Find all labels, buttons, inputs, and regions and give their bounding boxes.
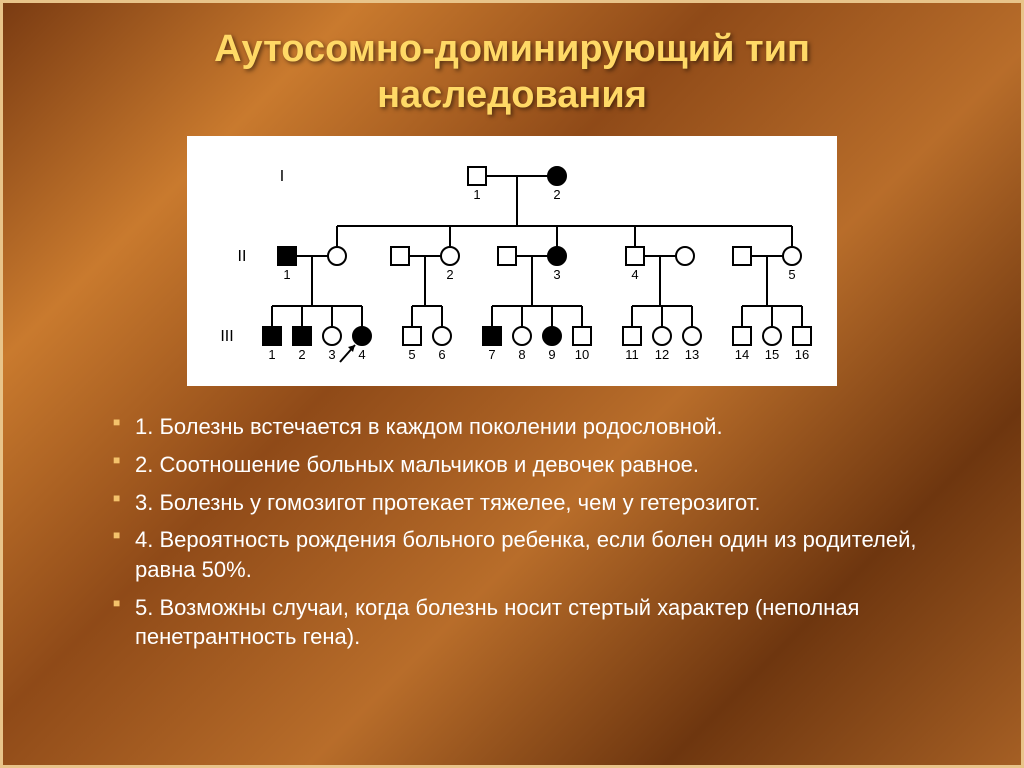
svg-text:2: 2 xyxy=(446,267,453,282)
svg-text:6: 6 xyxy=(438,347,445,362)
svg-text:4: 4 xyxy=(631,267,638,282)
bullet-item: 3. Болезнь у гомозигот протекает тяжелее… xyxy=(113,488,961,518)
bullet-item: 2. Соотношение больных мальчиков и девоч… xyxy=(113,450,961,480)
svg-text:15: 15 xyxy=(765,347,779,362)
bullet-item: 4. Вероятность рождения больного ребенка… xyxy=(113,525,961,584)
bullet-item: 5. Возможны случаи, когда болезнь носит … xyxy=(113,593,961,652)
svg-text:8: 8 xyxy=(518,347,525,362)
svg-text:7: 7 xyxy=(488,347,495,362)
svg-text:3: 3 xyxy=(553,267,560,282)
svg-text:2: 2 xyxy=(298,347,305,362)
title-line-1: Аутосомно-доминирующий тип xyxy=(214,28,810,70)
svg-text:III: III xyxy=(220,328,233,345)
svg-text:1: 1 xyxy=(473,187,480,202)
svg-text:2: 2 xyxy=(553,187,560,202)
svg-text:5: 5 xyxy=(788,267,795,282)
svg-text:1: 1 xyxy=(283,267,290,282)
svg-text:5: 5 xyxy=(408,347,415,362)
bullet-item: 1. Болезнь встечается в каждом поколении… xyxy=(113,412,961,442)
svg-text:11: 11 xyxy=(625,347,639,362)
slide-title: Аутосомно-доминирующий тип наследования xyxy=(3,3,1021,118)
pedigree-chart: I12II12345III12345678910111213141516 xyxy=(187,136,837,386)
title-line-2: наследования xyxy=(377,74,647,116)
svg-text:13: 13 xyxy=(685,347,699,362)
bullet-list: 1. Болезнь встечается в каждом поколении… xyxy=(73,412,961,652)
svg-text:4: 4 xyxy=(358,347,365,362)
svg-text:14: 14 xyxy=(735,347,749,362)
svg-text:16: 16 xyxy=(795,347,809,362)
svg-text:3: 3 xyxy=(328,347,335,362)
svg-text:10: 10 xyxy=(575,347,589,362)
svg-text:II: II xyxy=(238,248,247,265)
slide: Аутосомно-доминирующий тип наследования … xyxy=(0,0,1024,768)
svg-text:9: 9 xyxy=(548,347,555,362)
svg-text:I: I xyxy=(280,168,284,185)
pedigree-svg: I12II12345III12345678910111213141516 xyxy=(187,136,837,386)
svg-text:1: 1 xyxy=(268,347,275,362)
svg-text:12: 12 xyxy=(655,347,669,362)
